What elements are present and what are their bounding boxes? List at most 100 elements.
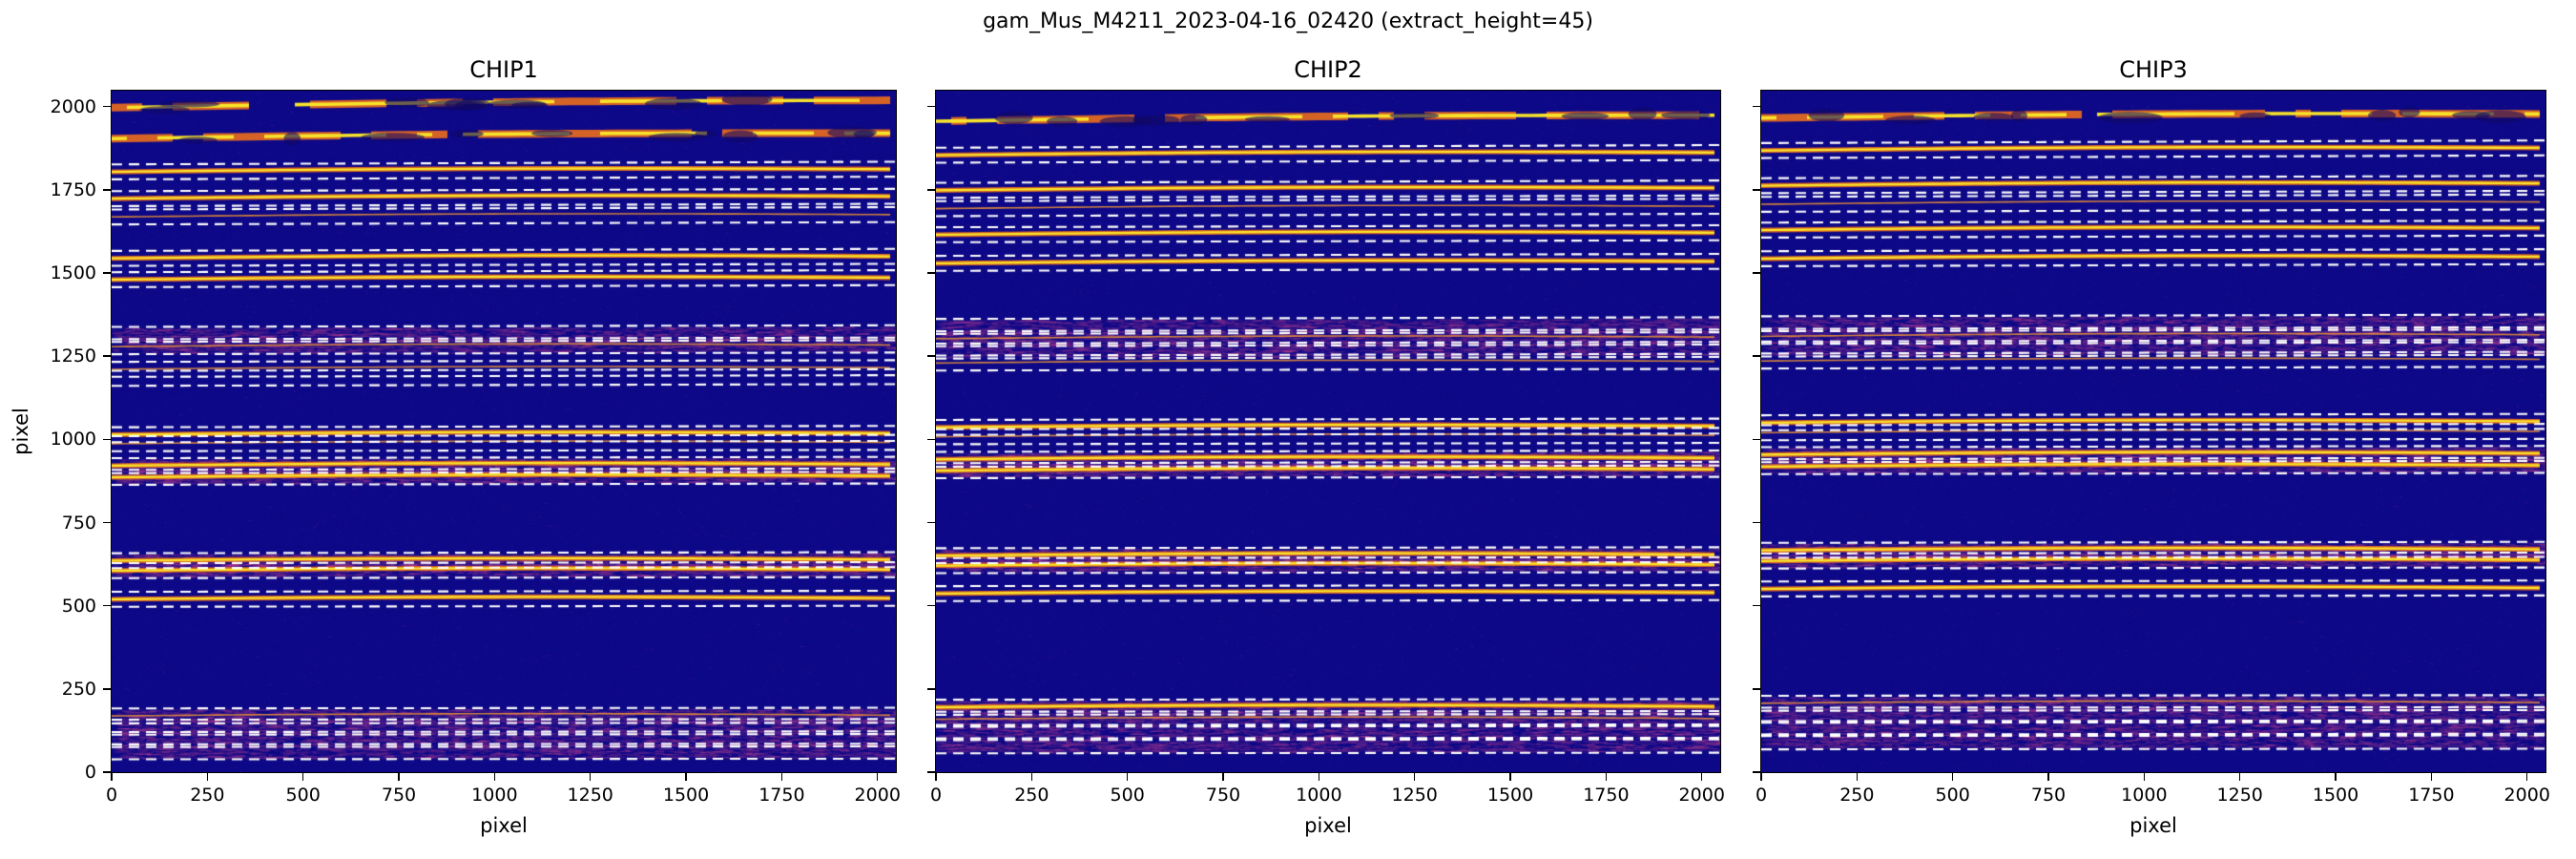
- x-tickmark: [493, 773, 496, 781]
- y-tick-label: 0: [84, 762, 96, 783]
- x-tickmark: [876, 773, 879, 781]
- x-tickmark: [398, 773, 400, 781]
- x-tickmark: [1856, 773, 1859, 781]
- x-tick-label: 2000: [854, 785, 901, 806]
- y-tick-label: 1750: [50, 178, 96, 200]
- x-tick-label: 0: [1755, 785, 1768, 806]
- x-tickmark: [1509, 773, 1511, 781]
- x-tick-label: 500: [285, 785, 321, 806]
- x-tick-label: 1750: [758, 785, 805, 806]
- y-tickmark: [103, 521, 111, 524]
- y-tick-label: 1250: [50, 346, 96, 367]
- y-tickmark: [1753, 688, 1760, 690]
- x-tickmark: [1318, 773, 1320, 781]
- x-tick-label: 1250: [2216, 785, 2263, 806]
- x-axis-label: pixel: [1304, 814, 1352, 837]
- y-axis-label: pixel: [10, 408, 32, 455]
- y-tick-label: 750: [61, 512, 96, 534]
- y-tickmark: [103, 355, 111, 357]
- x-tickmark: [1605, 773, 1608, 781]
- x-tickmark: [1760, 773, 1762, 781]
- x-tickmark: [2430, 773, 2433, 781]
- x-tickmark: [206, 773, 209, 781]
- x-tick-label: 2000: [1678, 785, 1725, 806]
- x-tickmark: [780, 773, 783, 781]
- x-tickmark: [111, 773, 113, 781]
- y-tickmark: [103, 272, 111, 274]
- y-tick-label: 500: [61, 595, 96, 617]
- figure-title: gam_Mus_M4211_2023-04-16_02420 (extract_…: [983, 10, 1593, 33]
- y-tickmark: [1753, 272, 1760, 274]
- y-tickmark: [927, 521, 935, 524]
- x-tick-label: 0: [105, 785, 118, 806]
- y-tickmark: [927, 105, 935, 108]
- y-tickmark: [1753, 105, 1760, 108]
- y-tickmark: [1753, 438, 1760, 441]
- x-tickmark: [1126, 773, 1129, 781]
- x-tick-label: 1000: [471, 785, 518, 806]
- x-tickmark: [1030, 773, 1033, 781]
- x-tick-label: 250: [1839, 785, 1875, 806]
- x-tick-label: 1500: [662, 785, 710, 806]
- panel-title-chip1: CHIP1: [469, 56, 538, 83]
- x-tick-label: 500: [1110, 785, 1145, 806]
- chip3-spectral-image: [1760, 90, 2546, 773]
- y-tickmark: [927, 438, 935, 441]
- x-tickmark: [1222, 773, 1224, 781]
- x-tickmark: [2335, 773, 2337, 781]
- x-tick-label: 1000: [2121, 785, 2168, 806]
- x-tickmark: [1413, 773, 1416, 781]
- x-tick-label: 750: [2030, 785, 2067, 806]
- x-tick-label: 250: [1014, 785, 1049, 806]
- x-tick-label: 1500: [1486, 785, 1534, 806]
- y-tickmark: [1753, 521, 1760, 524]
- chip2-spectral-image: [935, 90, 1721, 773]
- x-tick-label: 1250: [567, 785, 613, 806]
- x-tick-label: 500: [1935, 785, 1970, 806]
- y-tick-label: 250: [61, 678, 96, 700]
- x-axis-label: pixel: [480, 814, 528, 837]
- chip1-spectral-image: [111, 90, 897, 773]
- x-tick-label: 750: [381, 785, 417, 806]
- panel-title-chip3: CHIP3: [2119, 56, 2188, 83]
- x-tickmark: [685, 773, 687, 781]
- y-tickmark: [1753, 189, 1760, 191]
- x-axis-label: pixel: [2129, 814, 2177, 837]
- x-tickmark: [1700, 773, 1703, 781]
- x-tickmark: [589, 773, 592, 781]
- y-tickmark: [1753, 771, 1760, 773]
- x-tick-label: 1750: [1583, 785, 1630, 806]
- x-tick-label: 0: [929, 785, 943, 806]
- y-tickmark: [927, 688, 935, 690]
- y-tickmark: [103, 189, 111, 191]
- x-tick-label: 2000: [2503, 785, 2550, 806]
- x-tickmark: [2238, 773, 2241, 781]
- y-tickmark: [927, 355, 935, 357]
- x-tickmark: [1951, 773, 1954, 781]
- x-tickmark: [2143, 773, 2146, 781]
- y-tickmark: [103, 771, 111, 773]
- y-tickmark: [927, 189, 935, 191]
- y-tickmark: [927, 604, 935, 607]
- x-tickmark: [2047, 773, 2049, 781]
- panel-title-chip2: CHIP2: [1294, 56, 1362, 83]
- x-tick-label: 1750: [2408, 785, 2455, 806]
- x-tick-label: 750: [1205, 785, 1241, 806]
- y-tick-label: 1000: [50, 429, 96, 450]
- x-tick-label: 1000: [1296, 785, 1342, 806]
- y-tickmark: [103, 438, 111, 441]
- x-tick-label: 250: [190, 785, 225, 806]
- y-tickmark: [1753, 355, 1760, 357]
- y-tick-label: 2000: [50, 95, 96, 117]
- x-tick-label: 1500: [2312, 785, 2359, 806]
- x-tick-label: 1250: [1391, 785, 1438, 806]
- y-tick-label: 1500: [50, 262, 96, 284]
- y-tickmark: [927, 771, 935, 773]
- y-tickmark: [103, 604, 111, 607]
- y-tickmark: [1753, 604, 1760, 607]
- x-tickmark: [935, 773, 937, 781]
- x-tickmark: [2525, 773, 2528, 781]
- x-tickmark: [301, 773, 304, 781]
